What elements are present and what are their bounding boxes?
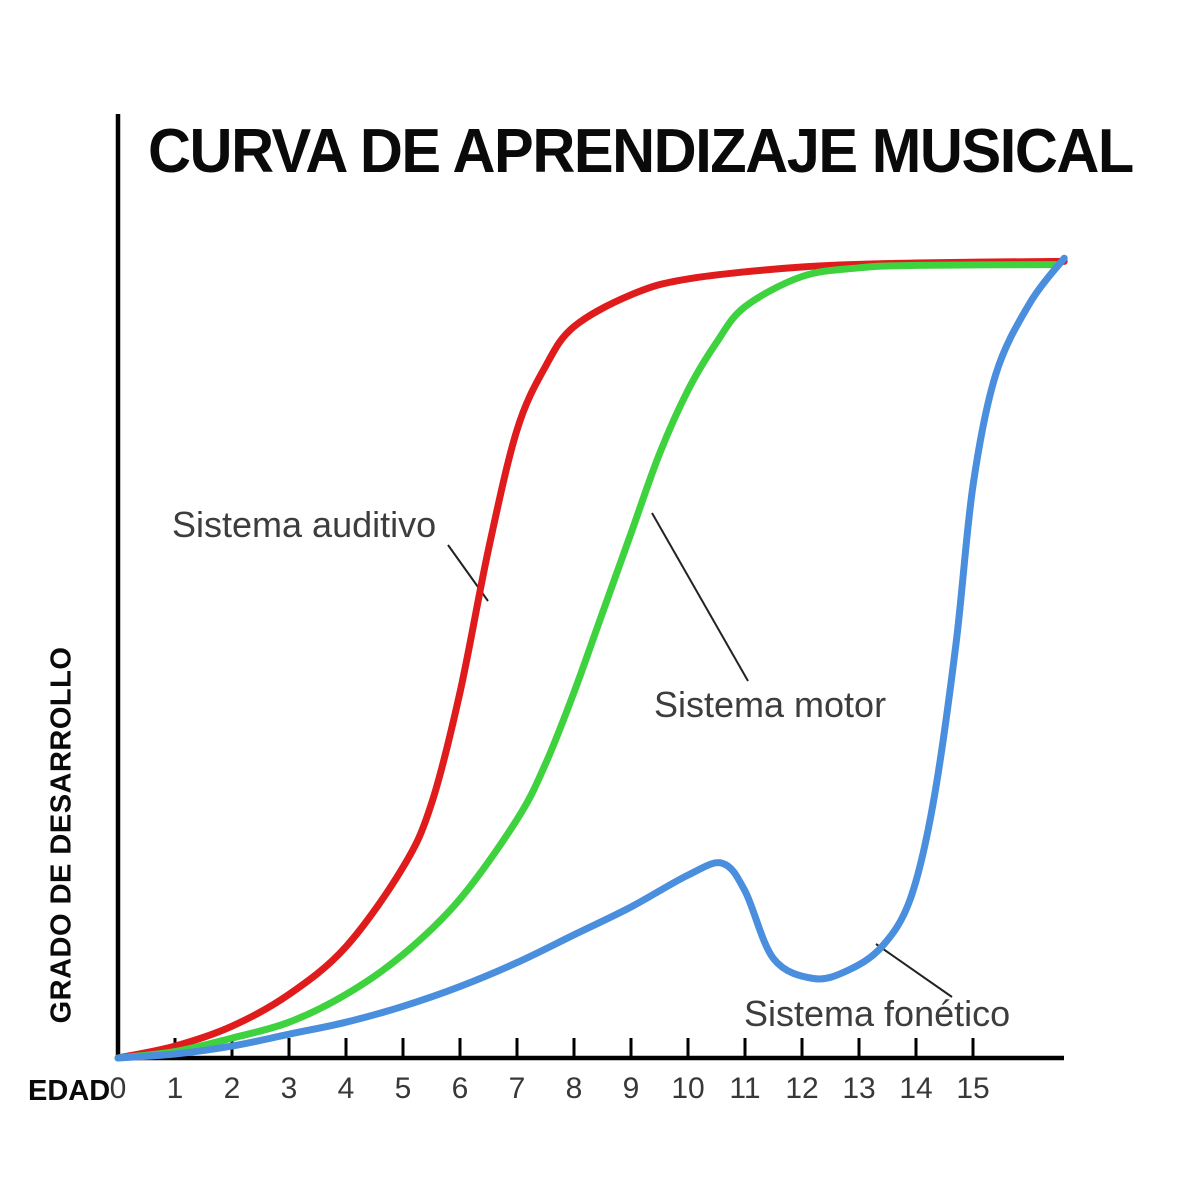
label-sistema-motor: Sistema motor <box>654 684 887 725</box>
x-tick-label: 11 <box>729 1072 760 1105</box>
x-tick-label: 2 <box>224 1072 241 1105</box>
leader-line-sistema-fonetico <box>875 943 953 998</box>
x-tick-label: 7 <box>509 1072 526 1105</box>
label-sistema-fonetico: Sistema fonético <box>744 993 1011 1034</box>
x-tick-label: 5 <box>395 1072 412 1105</box>
x-tick-label: 9 <box>623 1072 640 1105</box>
leader-line-sistema-motor <box>651 512 749 682</box>
label-sistema-auditivo: Sistema auditivo <box>172 504 437 545</box>
x-tick-label: 8 <box>566 1072 583 1105</box>
x-tick-label: 15 <box>956 1072 989 1105</box>
chart-title: CURVA DE APRENDIZAJE MUSICAL <box>148 117 1134 186</box>
x-tick-label: 1 <box>167 1072 184 1105</box>
curve-sistema-motor <box>114 261 1062 1062</box>
x-tick-label: 3 <box>281 1072 298 1105</box>
x-tick-label: 13 <box>842 1072 875 1105</box>
curve-sistema-fonetico <box>114 254 1068 1062</box>
x-tick-label: 0 <box>110 1072 127 1105</box>
curve-sistema-auditivo <box>114 257 1068 1062</box>
x-tick-label: 10 <box>671 1072 704 1105</box>
x-tick-label: 12 <box>785 1072 818 1105</box>
x-tick-label: 4 <box>338 1072 355 1105</box>
x-tick-label: 6 <box>452 1072 469 1105</box>
x-axis-label: EDAD <box>28 1075 111 1107</box>
x-tick-label: 14 <box>899 1072 932 1105</box>
